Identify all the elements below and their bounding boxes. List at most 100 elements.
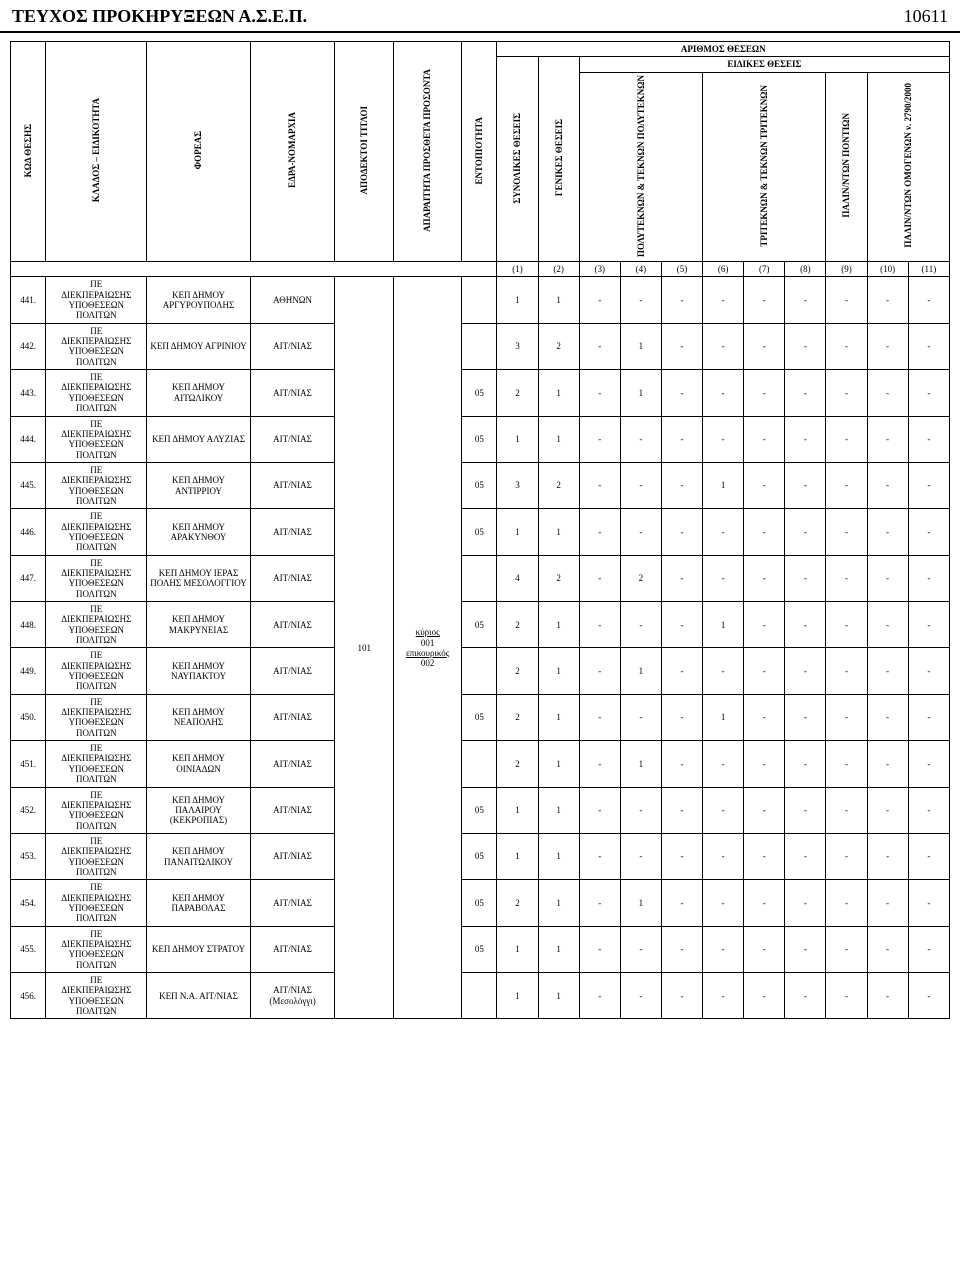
value-cell: 1 [538, 926, 579, 972]
value-cell: 1 [620, 880, 661, 926]
value-cell: - [826, 880, 867, 926]
value-cell: - [661, 602, 702, 648]
value-cell: - [744, 462, 785, 508]
value-cell: - [661, 973, 702, 1019]
value-cell: - [661, 509, 702, 555]
value-cell: 2 [497, 602, 538, 648]
value-cell: - [867, 509, 908, 555]
hdr-eidikes: ΕΙΔΙΚΕΣ ΘΕΣΕΙΣ [579, 57, 949, 72]
value-cell: - [908, 277, 949, 323]
value-cell: - [826, 277, 867, 323]
value-cell: - [785, 973, 826, 1019]
value-cell: 1 [703, 462, 744, 508]
value-cell: - [785, 323, 826, 369]
value-cell: 4 [497, 555, 538, 601]
entopiotita-cell: 05 [462, 462, 497, 508]
value-cell: - [579, 833, 620, 879]
edra-cell: ΑΙΤ/ΝΙΑΣ [250, 880, 335, 926]
value-cell: - [785, 787, 826, 833]
value-cell: - [620, 833, 661, 879]
value-cell: 1 [497, 787, 538, 833]
value-cell: 1 [538, 833, 579, 879]
value-cell: - [703, 370, 744, 416]
value-cell: - [867, 555, 908, 601]
table-row: 454.ΠΕΔΙΕΚΠΕΡΑΙΩΣΗΣΥΠΟΘΕΣΕΩΝΠΟΛΙΤΩΝΚΕΠ Δ… [11, 880, 950, 926]
value-cell: - [908, 880, 949, 926]
klados-cell: ΠΕΔΙΕΚΠΕΡΑΙΩΣΗΣΥΠΟΘΕΣΕΩΝΠΟΛΙΤΩΝ [46, 416, 147, 462]
value-cell: - [908, 555, 949, 601]
value-cell: - [579, 509, 620, 555]
row-number: 443. [11, 370, 46, 416]
value-cell: - [826, 323, 867, 369]
value-cell: - [908, 370, 949, 416]
value-cell: - [661, 462, 702, 508]
value-cell: - [579, 787, 620, 833]
value-cell: - [826, 741, 867, 787]
value-cell: - [867, 973, 908, 1019]
table-row: 451.ΠΕΔΙΕΚΠΕΡΑΙΩΣΗΣΥΠΟΘΕΣΕΩΝΠΟΛΙΤΩΝΚΕΠ Δ… [11, 741, 950, 787]
hdr-triteknon: ΤΡΙΤΕΚΝΩΝ & ΤΕΚΝΩΝ ΤΡΙΤΕΚΝΩΝ [703, 72, 826, 261]
value-cell: - [785, 833, 826, 879]
row-number: 446. [11, 509, 46, 555]
value-cell: - [744, 833, 785, 879]
value-cell: - [579, 323, 620, 369]
value-cell: 2 [538, 462, 579, 508]
value-cell: 2 [497, 694, 538, 740]
value-cell: - [703, 741, 744, 787]
entopiotita-cell [462, 973, 497, 1019]
value-cell: - [826, 833, 867, 879]
edra-cell: ΑΙΤ/ΝΙΑΣ [250, 416, 335, 462]
value-cell: - [908, 694, 949, 740]
value-cell: - [744, 323, 785, 369]
value-cell: - [703, 926, 744, 972]
value-cell: - [703, 323, 744, 369]
value-cell: - [826, 648, 867, 694]
edra-cell: ΑΙΤ/ΝΙΑΣ [250, 509, 335, 555]
value-cell: - [908, 833, 949, 879]
value-cell: 1 [538, 694, 579, 740]
klados-cell: ΠΕΔΙΕΚΠΕΡΑΙΩΣΗΣΥΠΟΘΕΣΕΩΝΠΟΛΙΤΩΝ [46, 555, 147, 601]
foreas-cell: ΚΕΠ ΔΗΜΟΥ ΑΡΓΥΡΟΥΠΟΛΗΣ [147, 277, 250, 323]
row-number: 453. [11, 833, 46, 879]
foreas-cell: ΚΕΠ ΔΗΜΟΥ ΠΑΛΑΙΡΟΥ (ΚΕΚΡΟΠΙΑΣ) [147, 787, 250, 833]
value-cell: - [867, 277, 908, 323]
row-number: 456. [11, 973, 46, 1019]
table-row: 445.ΠΕΔΙΕΚΠΕΡΑΙΩΣΗΣΥΠΟΘΕΣΕΩΝΠΟΛΙΤΩΝΚΕΠ Δ… [11, 462, 950, 508]
entopiotita-cell: 05 [462, 880, 497, 926]
value-cell: - [785, 509, 826, 555]
hdr-synolikes: ΣΥΝΟΛΙΚΕΣ ΘΕΣΕΙΣ [497, 57, 538, 262]
edra-cell: ΑΙΤ/ΝΙΑΣ [250, 741, 335, 787]
value-cell: 2 [497, 741, 538, 787]
value-cell: - [867, 648, 908, 694]
value-cell: - [744, 370, 785, 416]
table-row: 441.ΠΕΔΙΕΚΠΕΡΑΙΩΣΗΣΥΠΟΘΕΣΕΩΝΠΟΛΙΤΩΝΚΕΠ Δ… [11, 277, 950, 323]
value-cell: - [826, 973, 867, 1019]
value-cell: 3 [497, 462, 538, 508]
value-cell: - [703, 416, 744, 462]
value-cell: - [744, 973, 785, 1019]
value-cell: - [661, 648, 702, 694]
value-cell: - [785, 277, 826, 323]
klados-cell: ΠΕΔΙΕΚΠΕΡΑΙΩΣΗΣΥΠΟΘΕΣΕΩΝΠΟΛΙΤΩΝ [46, 323, 147, 369]
value-cell: 1 [703, 694, 744, 740]
page-header: ΤΕΥΧΟΣ ΠΡΟΚΗΡΥΞΕΩΝ Α.Σ.Ε.Π. 10611 [0, 0, 960, 33]
value-cell: - [703, 787, 744, 833]
value-cell: 1 [497, 416, 538, 462]
value-cell: - [744, 555, 785, 601]
row-number: 452. [11, 787, 46, 833]
row-number: 450. [11, 694, 46, 740]
klados-cell: ΠΕΔΙΕΚΠΕΡΑΙΩΣΗΣΥΠΟΘΕΣΕΩΝΠΟΛΙΤΩΝ [46, 648, 147, 694]
value-cell: - [785, 602, 826, 648]
foreas-cell: ΚΕΠ ΔΗΜΟΥ ΑΝΤΙΡΡΙΟΥ [147, 462, 250, 508]
value-cell: - [867, 833, 908, 879]
value-cell: 1 [620, 741, 661, 787]
value-cell: - [785, 370, 826, 416]
value-cell: - [579, 741, 620, 787]
value-cell: - [661, 787, 702, 833]
value-cell: - [867, 694, 908, 740]
table-row: 453.ΠΕΔΙΕΚΠΕΡΑΙΩΣΗΣΥΠΟΘΕΣΕΩΝΠΟΛΙΤΩΝΚΕΠ Δ… [11, 833, 950, 879]
positions-table: ΚΩΔ ΘΕΣΗΣ ΚΛΑΔΟΣ – ΕΙΔΙΚΟΤΗΤΑ ΦΟΡΕΑΣ ΕΔΡ… [10, 41, 950, 1019]
value-cell: - [826, 694, 867, 740]
value-cell: - [744, 741, 785, 787]
value-cell: - [703, 648, 744, 694]
